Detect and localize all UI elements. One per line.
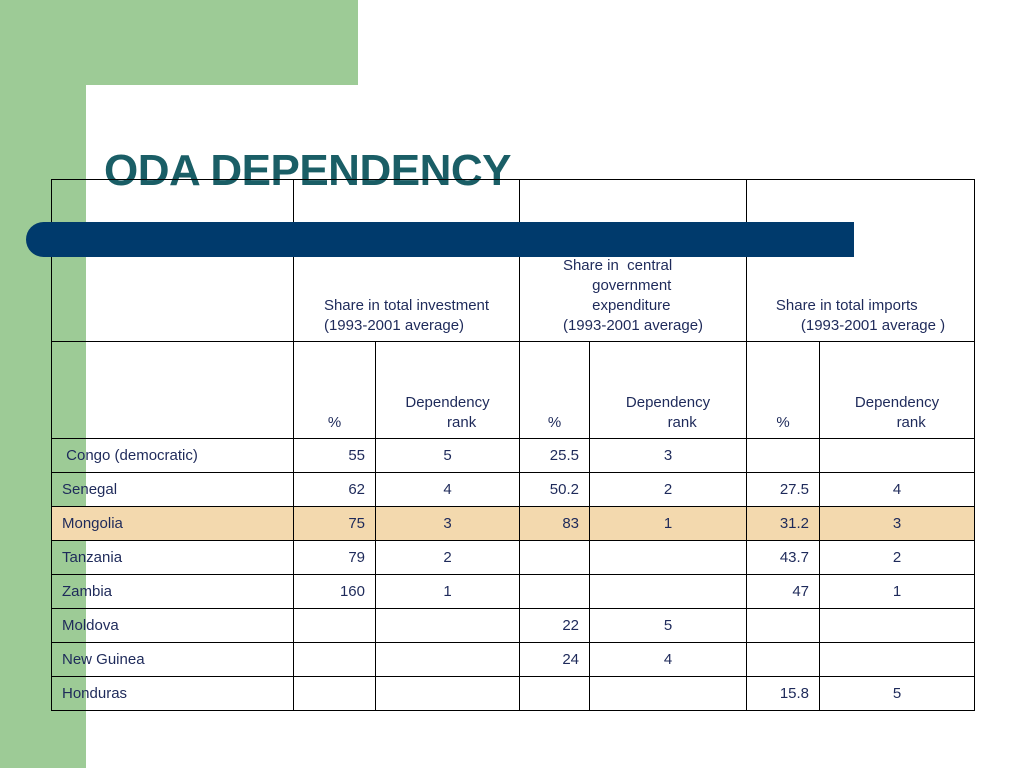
corner-cell-2 xyxy=(51,341,294,439)
group-header-imports: Share in total imports (1993-2001 averag… xyxy=(746,179,976,342)
expenditure-rank-cell xyxy=(588,676,748,711)
imports-pct-cell: 43.7 xyxy=(746,540,821,575)
imports-pct-cell xyxy=(746,438,821,473)
expenditure-pct-cell: 50.2 xyxy=(519,472,590,507)
imports-pct-cell: 31.2 xyxy=(746,506,821,541)
subheader-rank: Dependency rank xyxy=(588,341,748,439)
imports-pct-cell: 15.8 xyxy=(746,676,821,711)
expenditure-rank-cell: 5 xyxy=(588,608,748,643)
expenditure-rank-cell: 1 xyxy=(588,506,748,541)
imports-rank-cell: 1 xyxy=(819,574,976,609)
expenditure-pct-cell: 24 xyxy=(519,642,590,677)
expenditure-rank-cell: 2 xyxy=(588,472,748,507)
oda-dependency-table: Share in total investment (1993-2001 ave… xyxy=(51,179,976,711)
expenditure-rank-cell xyxy=(588,540,748,575)
expenditure-pct-cell xyxy=(519,676,590,711)
imports-rank-cell: 4 xyxy=(819,472,976,507)
decor-accent-bar xyxy=(26,222,854,257)
group-header-investment: Share in total investment (1993-2001 ave… xyxy=(293,179,520,342)
imports-rank-cell xyxy=(819,608,976,643)
investment-pct-cell: 160 xyxy=(293,574,376,609)
expenditure-rank-cell: 4 xyxy=(588,642,748,677)
imports-pct-cell: 47 xyxy=(746,574,821,609)
investment-pct-cell: 79 xyxy=(293,540,376,575)
investment-pct-cell: 62 xyxy=(293,472,376,507)
investment-rank-cell xyxy=(375,676,520,711)
group-header-row: Share in total investment (1993-2001 ave… xyxy=(51,179,976,342)
imports-rank-cell xyxy=(819,642,976,677)
imports-rank-cell xyxy=(819,438,976,473)
subheader-pct: % xyxy=(293,341,376,439)
country-cell: Zambia xyxy=(51,574,294,609)
investment-pct-cell: 75 xyxy=(293,506,376,541)
country-cell: Mongolia xyxy=(51,506,294,541)
investment-pct-cell xyxy=(293,608,376,643)
investment-rank-cell xyxy=(375,608,520,643)
country-cell: Moldova xyxy=(51,608,294,643)
expenditure-pct-cell xyxy=(519,540,590,575)
table-row: Honduras 15.8 5 xyxy=(51,676,976,711)
decor-green-top-block xyxy=(86,0,358,85)
table-row: Moldova 22 5 xyxy=(51,608,976,643)
subheader-rank: Dependency rank xyxy=(375,341,520,439)
country-cell: Honduras xyxy=(51,676,294,711)
table-row: New Guinea 24 4 xyxy=(51,642,976,677)
imports-pct-cell xyxy=(746,608,821,643)
table-row: Senegal 62 4 50.2 2 27.5 4 xyxy=(51,472,976,507)
investment-rank-cell xyxy=(375,642,520,677)
investment-rank-cell: 4 xyxy=(375,472,520,507)
imports-rank-cell: 5 xyxy=(819,676,976,711)
expenditure-pct-cell: 25.5 xyxy=(519,438,590,473)
country-cell: Tanzania xyxy=(51,540,294,575)
table-row: Tanzania 79 2 43.7 2 xyxy=(51,540,976,575)
corner-cell xyxy=(51,179,294,342)
table-row: Zambia 160 1 47 1 xyxy=(51,574,976,609)
investment-rank-cell: 5 xyxy=(375,438,520,473)
subheader-pct: % xyxy=(746,341,821,439)
country-cell: New Guinea xyxy=(51,642,294,677)
table-row: Congo (democratic) 55 5 25.5 3 xyxy=(51,438,976,473)
expenditure-pct-cell xyxy=(519,574,590,609)
subheader-row: % Dependency rank % Dependency rank % De… xyxy=(51,341,976,439)
table-row: Mongolia 75 3 83 1 31.2 3 xyxy=(51,506,976,541)
country-cell: Congo (democratic) xyxy=(51,438,294,473)
subheader-rank: Dependency rank xyxy=(819,341,976,439)
investment-rank-cell: 2 xyxy=(375,540,520,575)
imports-rank-cell: 3 xyxy=(819,506,976,541)
decor-rounded-corner xyxy=(86,85,156,155)
investment-pct-cell xyxy=(293,676,376,711)
expenditure-rank-cell: 3 xyxy=(588,438,748,473)
country-cell: Senegal xyxy=(51,472,294,507)
investment-pct-cell: 55 xyxy=(293,438,376,473)
subheader-pct: % xyxy=(519,341,590,439)
investment-pct-cell xyxy=(293,642,376,677)
expenditure-rank-cell xyxy=(588,574,748,609)
group-header-expenditure: Share in central government expenditure … xyxy=(518,179,748,342)
imports-rank-cell: 2 xyxy=(819,540,976,575)
investment-rank-cell: 1 xyxy=(375,574,520,609)
investment-rank-cell: 3 xyxy=(375,506,520,541)
expenditure-pct-cell: 22 xyxy=(519,608,590,643)
imports-pct-cell xyxy=(746,642,821,677)
expenditure-pct-cell: 83 xyxy=(519,506,590,541)
imports-pct-cell: 27.5 xyxy=(746,472,821,507)
